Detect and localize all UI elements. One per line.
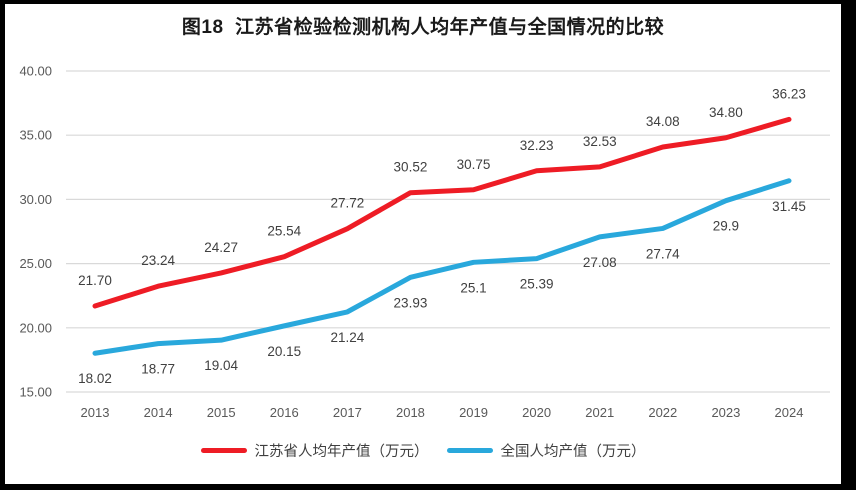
data-label: 25.54: [267, 224, 301, 239]
national-line-swatch: [446, 447, 493, 453]
line-chart: 40.00 35.00 30.00 25.00 20.00 15.00 2013 2014 20…: [19, 64, 830, 420]
data-label: 18.02: [78, 371, 112, 386]
x-tick-label: 2016: [270, 405, 299, 420]
chart-legend: 江苏省人均年产值（万元） 全国人均产值（万元）: [5, 438, 841, 462]
data-label: 30.52: [394, 160, 428, 175]
jiangsu-series-line: [92, 116, 792, 309]
x-tick-label: 2021: [585, 405, 614, 420]
data-label: 32.23: [520, 138, 554, 153]
chart-title: 图18 江苏省检验检测机构人均年产值与全国情况的比较: [181, 17, 665, 38]
data-label: 25.1: [460, 280, 486, 295]
data-label: 21.70: [78, 273, 112, 288]
chart-panel: 图18 江苏省检验检测机构人均年产值与全国情况的比较 40.00 35.00 30.…: [5, 4, 841, 484]
legend-label-jiangsu: 江苏省人均年产值（万元）: [254, 443, 429, 460]
data-label: 32.53: [583, 134, 617, 149]
x-tick-label: 2022: [648, 405, 677, 420]
x-tick-label: 2015: [207, 405, 236, 420]
x-tick-label: 2017: [333, 405, 362, 420]
data-label: 18.77: [141, 362, 175, 377]
data-label: 20.15: [267, 344, 301, 359]
legend-item-jiangsu: 江苏省人均年产值（万元）: [200, 440, 429, 461]
data-label: 25.39: [520, 277, 554, 292]
data-label: 27.08: [583, 255, 617, 270]
data-label: 24.27: [204, 240, 238, 255]
y-tick-label: 30.00: [19, 192, 52, 207]
data-label: 36.23: [772, 86, 806, 101]
data-label: 19.04: [204, 358, 238, 373]
data-label: 34.08: [646, 114, 680, 129]
x-tick-label: 2013: [81, 405, 110, 420]
data-label: 27.72: [330, 196, 364, 211]
y-tick-label: 20.00: [19, 320, 52, 335]
data-label: 23.24: [141, 253, 175, 268]
x-tick-label: 2018: [396, 405, 425, 420]
x-tick-label: 2014: [144, 405, 173, 420]
y-tick-label: 40.00: [19, 64, 52, 79]
data-label: 27.74: [646, 246, 680, 261]
y-tick-label: 25.00: [19, 256, 52, 271]
data-label: 29.9: [713, 219, 739, 234]
x-tick-label: 2024: [775, 405, 804, 420]
legend-item-national: 全国人均产值（万元）: [446, 440, 646, 461]
y-tick-label: 35.00: [19, 128, 52, 143]
jiangsu-line-swatch: [200, 447, 247, 453]
data-label: 21.24: [330, 330, 364, 345]
x-tick-label: 2023: [711, 405, 740, 420]
x-tick-label: 2019: [459, 405, 488, 420]
data-label: 31.45: [772, 199, 806, 214]
data-label: 30.75: [457, 157, 491, 172]
y-tick-label: 15.00: [19, 385, 52, 400]
legend-label-national: 全国人均产值（万元）: [500, 443, 646, 460]
national-series-line: [92, 178, 792, 356]
data-label: 34.80: [709, 105, 743, 120]
x-tick-label: 2020: [522, 405, 551, 420]
data-label: 23.93: [394, 295, 428, 310]
